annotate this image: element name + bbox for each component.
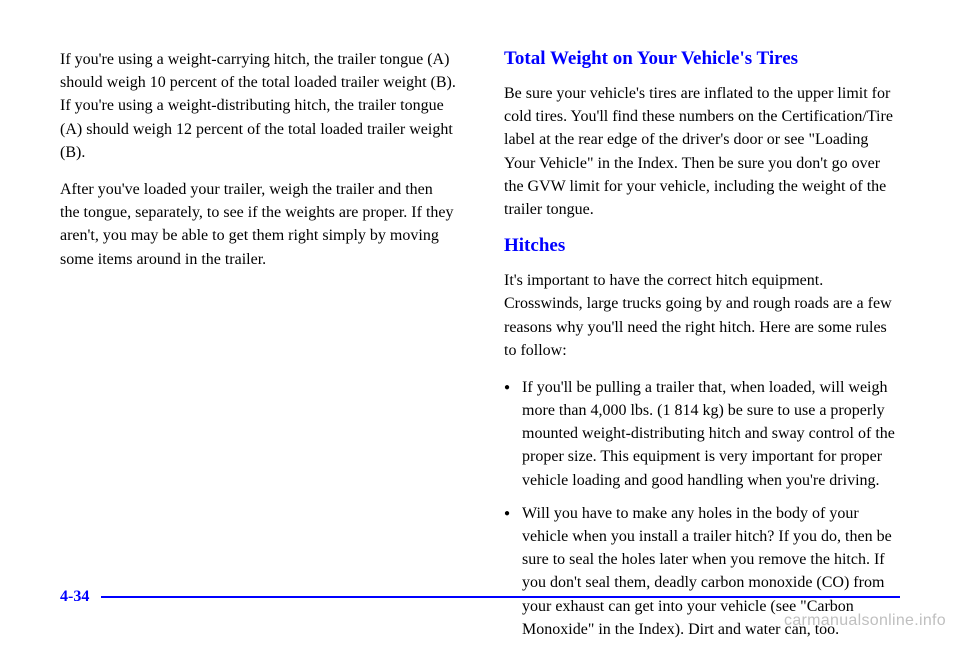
columns: If you're using a weight-carrying hitch,… [60, 48, 900, 651]
right-column: Total Weight on Your Vehicle's Tires Be … [504, 48, 900, 651]
heading-tires: Total Weight on Your Vehicle's Tires [504, 48, 900, 70]
page-number: 4-34 [60, 588, 89, 606]
watermark: carmanualsonline.info [784, 612, 946, 630]
footer: 4-34 [60, 588, 900, 606]
left-column: If you're using a weight-carrying hitch,… [60, 48, 456, 651]
left-para-1: If you're using a weight-carrying hitch,… [60, 48, 456, 164]
right-para-1: Be sure your vehicle's tires are inflate… [504, 82, 900, 221]
bullet-text: If you'll be pulling a trailer that, whe… [522, 376, 900, 492]
footer-rule [101, 596, 900, 598]
right-para-2: It's important to have the correct hitch… [504, 269, 900, 362]
heading-hitches: Hitches [504, 235, 900, 257]
left-para-2: After you've loaded your trailer, weigh … [60, 178, 456, 271]
list-item: If you'll be pulling a trailer that, whe… [504, 376, 900, 492]
page: If you're using a weight-carrying hitch,… [0, 0, 960, 640]
